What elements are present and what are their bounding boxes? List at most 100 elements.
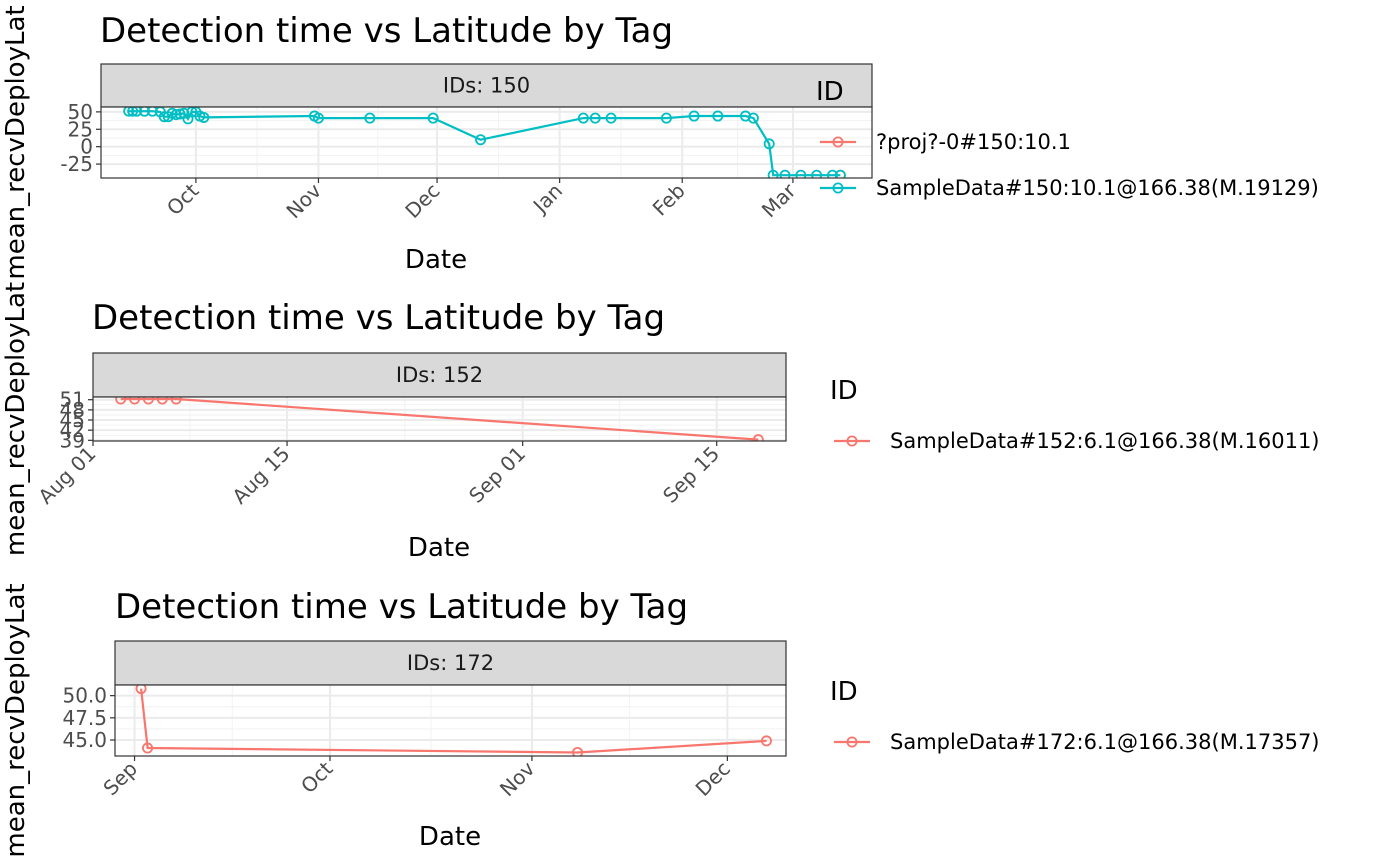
plot-panel (115, 685, 786, 756)
legend-item: ?proj?-0#150:10.1 (820, 130, 1071, 154)
chart-title: Detection time vs Latitude by Tag (92, 298, 665, 338)
data-point (156, 397, 168, 405)
x-tick-label: Sep 01 (464, 442, 530, 508)
series-line (120, 397, 759, 441)
series-line (140, 688, 767, 754)
panel-border (100, 106, 873, 179)
x-tick-label: Oct (162, 178, 204, 220)
legend-item: SampleData#172:6.1@166.38(M.17357) (834, 730, 1320, 754)
data-point (138, 107, 150, 117)
data-point (712, 110, 724, 122)
y-tick-label: 45.0 (62, 728, 107, 752)
chart-title: Detection time vs Latitude by Tag (100, 11, 673, 51)
data-point (123, 107, 135, 117)
data-point (577, 112, 589, 124)
legend-label: SampleData#152:6.1@166.38(M.16011) (890, 429, 1320, 453)
plot-data (135, 685, 772, 756)
data-point (312, 112, 324, 124)
x-tick-label: Mar (757, 178, 801, 222)
facet-strip (100, 63, 873, 108)
chart-3: Detection time vs Latitude by Tag IDs: 17… (1, 583, 1320, 857)
facet-strip (114, 640, 787, 686)
panel-border (92, 396, 787, 442)
data-point (115, 397, 127, 405)
data-point (170, 397, 182, 405)
facet-strip-label: IDs: 172 (407, 651, 494, 675)
x-tick-label: Feb (648, 179, 690, 221)
y-axis-title: mean_recvDeployLat (1, 282, 31, 556)
x-tick-label: Nov (281, 178, 326, 223)
data-point (752, 434, 764, 441)
data-point (142, 742, 154, 754)
legend-title: ID (830, 677, 858, 707)
plot-data (115, 397, 764, 441)
data-point (364, 112, 376, 124)
data-point (129, 397, 141, 405)
data-point (475, 134, 487, 146)
legend-key-point (832, 182, 844, 194)
data-point (142, 397, 154, 405)
data-point (589, 112, 601, 124)
legend-label: ?proj?-0#150:10.1 (876, 130, 1071, 154)
facet-strip (92, 352, 787, 398)
data-point (763, 138, 775, 150)
chart-1: Detection time vs Latitude by Tag IDs: 15… (1, 5, 1319, 279)
y-tick-label: 51 (60, 388, 85, 412)
x-axis-title: Date (405, 245, 467, 275)
y-tick-label: -25 (60, 152, 93, 176)
data-point (135, 685, 147, 695)
y-tick-label: 25 (68, 117, 93, 141)
facet-strip-label: IDs: 150 (443, 74, 530, 98)
x-tick-label: Oct (296, 756, 338, 798)
data-point (131, 107, 143, 117)
y-tick-label: 42 (60, 418, 85, 442)
y-tick-label: 50 (68, 100, 93, 124)
y-tick-label: 45 (60, 408, 85, 432)
data-point (605, 112, 617, 124)
data-point (146, 107, 158, 117)
x-tick-label: Jan (527, 179, 567, 219)
legend-label: SampleData#150:10.1@166.38(M.19129) (876, 176, 1319, 200)
data-point (747, 112, 759, 124)
legend-title: ID (830, 376, 858, 406)
y-tick-label: 47.5 (62, 706, 107, 730)
y-tick-label: 50.0 (62, 684, 107, 708)
x-tick-label: Dec (691, 757, 735, 801)
data-point (198, 111, 210, 123)
data-point (795, 169, 807, 178)
legend-key-point (832, 136, 844, 148)
data-point (660, 112, 672, 124)
panel-border (114, 684, 787, 757)
data-point (767, 169, 779, 178)
data-point (170, 109, 182, 121)
legend-item: SampleData#150:10.1@166.38(M.19129) (820, 176, 1319, 200)
y-tick-label: 48 (60, 398, 85, 422)
x-tick-label: Sep (98, 757, 142, 801)
data-point (127, 107, 139, 117)
y-tick-label: 0 (80, 135, 93, 159)
data-point (174, 108, 186, 120)
plot-panel (101, 107, 872, 178)
legend-item: SampleData#152:6.1@166.38(M.16011) (834, 429, 1320, 453)
x-tick-label: Sep 15 (658, 442, 724, 508)
x-axis-title: Date (419, 822, 481, 852)
data-point (826, 169, 838, 178)
y-tick-label: 39 (60, 428, 85, 452)
data-point (811, 169, 823, 178)
chart-title: Detection time vs Latitude by Tag (115, 587, 688, 627)
data-point (688, 110, 700, 122)
x-axis-title: Date (408, 533, 470, 563)
y-axis-title: mean_recvDeployLat (1, 5, 31, 279)
x-tick-label: Aug 15 (227, 442, 294, 509)
legend-key-point (846, 435, 858, 447)
x-tick-label: Nov (495, 756, 540, 801)
legend-title: ID (816, 77, 844, 107)
data-point (427, 112, 439, 124)
x-tick-label: Dec (400, 179, 444, 223)
data-point (572, 746, 584, 756)
plot-data (123, 107, 846, 178)
data-point (834, 169, 846, 178)
y-axis-title: mean_recvDeployLat (1, 583, 31, 857)
data-point (760, 735, 772, 747)
